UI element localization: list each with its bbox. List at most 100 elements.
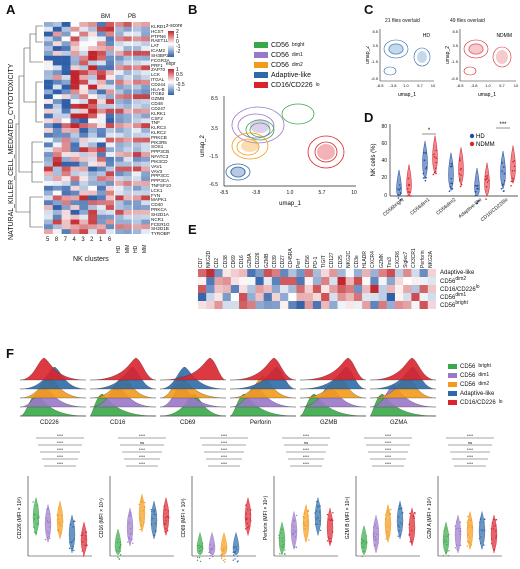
heatmap-cell [222, 293, 232, 302]
heatmap-cell [52, 55, 62, 61]
heatmap-cell [411, 293, 420, 302]
violin-point [168, 517, 170, 519]
heatmap-cell [61, 161, 71, 167]
column-header-bm: BM [101, 14, 110, 20]
violin-point [223, 549, 225, 551]
cluster-label: 7 [63, 237, 67, 243]
heatmap-cell [141, 84, 151, 90]
violin-point [459, 158, 461, 160]
heatmap-cell [44, 103, 54, 109]
heatmap-cell [52, 224, 62, 230]
violin-point [480, 542, 482, 544]
gene-label: ITGAL [151, 77, 165, 82]
heatmap-cell [214, 301, 223, 310]
svg-text:-6.5: -6.5 [451, 76, 459, 81]
histogram-curve [299, 357, 367, 381]
violin-point [397, 524, 400, 527]
heatmap-cell [88, 205, 98, 211]
svg-text:-6.5: -6.5 [371, 76, 379, 81]
heatmap-cell [88, 185, 98, 191]
violin-point [448, 550, 450, 552]
heatmap-cell [114, 152, 124, 158]
significance-label: **** [139, 454, 146, 459]
heatmap-cell [141, 22, 151, 28]
marker-label: CD25 [337, 255, 344, 268]
violin-point [332, 512, 334, 514]
heatmap-cell [288, 293, 297, 302]
violin-point [246, 517, 248, 519]
zscore-ticks: 2 1 0 -1 -2 [176, 29, 181, 55]
marker-label: TIGIT [321, 255, 328, 268]
heatmap-cell [141, 152, 151, 158]
heatmap-cell [132, 50, 142, 56]
violin-point [167, 510, 170, 512]
heatmap-cell [61, 75, 71, 81]
heatmap-cell [337, 277, 346, 286]
violin-point [510, 180, 513, 183]
heatmap-cell [97, 176, 107, 182]
violin-point [397, 193, 400, 196]
heatmap-cell [353, 285, 363, 294]
heatmap-cell [79, 190, 89, 196]
gene-label: NCR1 [151, 216, 164, 222]
heatmap-cell [105, 26, 115, 32]
heatmap-cell [88, 214, 98, 220]
heatmap-cell [271, 301, 281, 310]
violin-point [447, 535, 449, 537]
heatmap-cell [52, 36, 62, 42]
heatmap-cell [88, 166, 98, 172]
heatmap-cell [52, 46, 62, 52]
heatmap-cell [123, 161, 133, 167]
heatmap-cell [79, 118, 89, 124]
heatmap-cell [52, 156, 62, 162]
panel-label-f: F [6, 346, 14, 361]
heatmap-cell [52, 79, 62, 85]
violin-point [165, 528, 167, 530]
significance-label: **** [221, 433, 228, 438]
gene-label: PPP3CB [151, 149, 170, 155]
heatmap-cell [132, 99, 142, 105]
heatmap-cell [44, 137, 54, 143]
violin-point [327, 536, 329, 538]
heatmap-cell [114, 41, 124, 47]
marker-label: NKG2D [206, 250, 213, 268]
histogram-label: Perforin [250, 420, 272, 426]
violin-point [128, 538, 131, 540]
heatmap-cell [97, 113, 107, 119]
violin-point [319, 511, 321, 513]
violin-point [212, 553, 214, 555]
heatmap-cell [97, 200, 107, 206]
marker-label: Perf [296, 258, 303, 268]
violin-point [139, 528, 141, 531]
heatmap-cell [337, 301, 346, 310]
violin-point [70, 541, 73, 544]
heatmap-cell [280, 269, 289, 278]
heatmap-cell [132, 65, 142, 71]
heatmap-cell [123, 166, 133, 172]
heatmap-cell [362, 293, 371, 302]
violin-point [332, 531, 334, 533]
violin-point [479, 521, 481, 524]
cluster-label: 3 [81, 237, 85, 243]
heatmap-cell [114, 50, 124, 56]
heatmap-cell [97, 46, 107, 52]
heatmap-cell [52, 70, 62, 76]
heatmap-cell [206, 293, 215, 302]
gene-label: CSF2 [151, 115, 163, 121]
significance-label: **** [385, 454, 392, 459]
heatmap-cell [247, 285, 256, 294]
heatmap-cell [44, 123, 54, 129]
significance-label: **** [303, 447, 310, 452]
heatmap-cell [44, 65, 54, 71]
heatmap-cell [61, 185, 71, 191]
heatmap-cell [123, 209, 133, 215]
heatmap-cell [403, 269, 412, 278]
heatmap-cell [132, 152, 142, 158]
heatmap-cell [70, 60, 80, 66]
violin-point [83, 555, 85, 557]
heatmap-cell [79, 41, 89, 47]
gene-label: MAPK1 [151, 197, 167, 203]
heatmap-cell [88, 36, 98, 42]
heatmap-cell [79, 31, 89, 37]
heatmap-cell [427, 277, 437, 286]
